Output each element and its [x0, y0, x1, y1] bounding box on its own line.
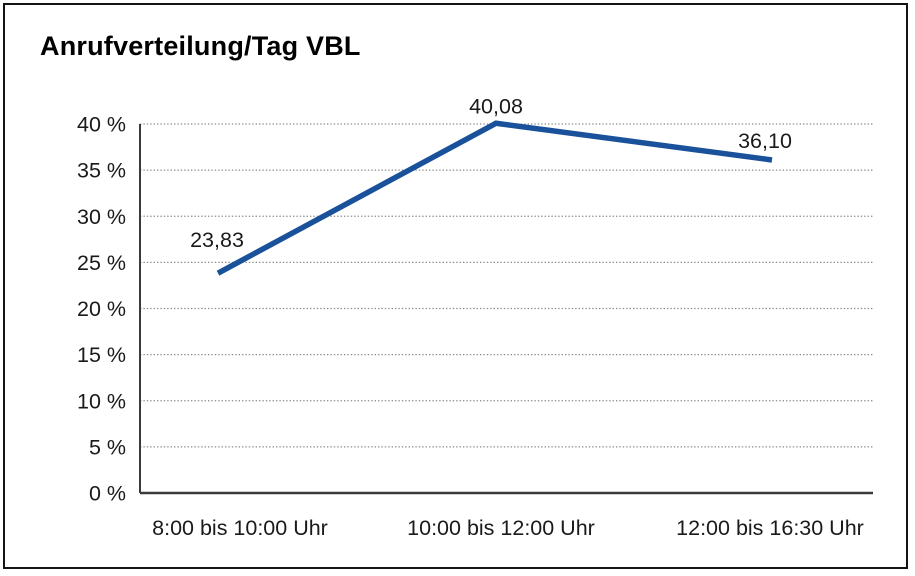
data-line-series: [216, 120, 773, 276]
y-axis-tick-label: 30 %: [77, 205, 126, 229]
y-axis-tick-label: 10 %: [77, 389, 126, 413]
y-axis-tick-label: 5 %: [89, 435, 126, 459]
x-axis-category-label: 8:00 bis 10:00 Uhr: [152, 516, 328, 540]
y-axis-tick-label: 20 %: [77, 297, 126, 321]
x-axis-category-label: 10:00 bis 12:00 Uhr: [407, 516, 595, 540]
y-axis-tick-label: 15 %: [77, 343, 126, 367]
x-axis-category-label: 12:00 bis 16:30 Uhr: [676, 516, 864, 540]
data-point-label: 23,83: [190, 228, 244, 252]
y-axis-tick-label: 40 %: [77, 113, 126, 137]
chart-title: Anrufverteilung/Tag VBL: [40, 31, 361, 61]
y-axis-tick-label: 25 %: [77, 251, 126, 275]
data-point-label: 36,10: [738, 129, 792, 153]
chart-border-frame: [3, 3, 908, 569]
y-axis-tick-label: 35 %: [77, 159, 126, 183]
data-point-label: 40,08: [469, 94, 523, 118]
y-axis-tick-label: 0 %: [89, 482, 126, 506]
